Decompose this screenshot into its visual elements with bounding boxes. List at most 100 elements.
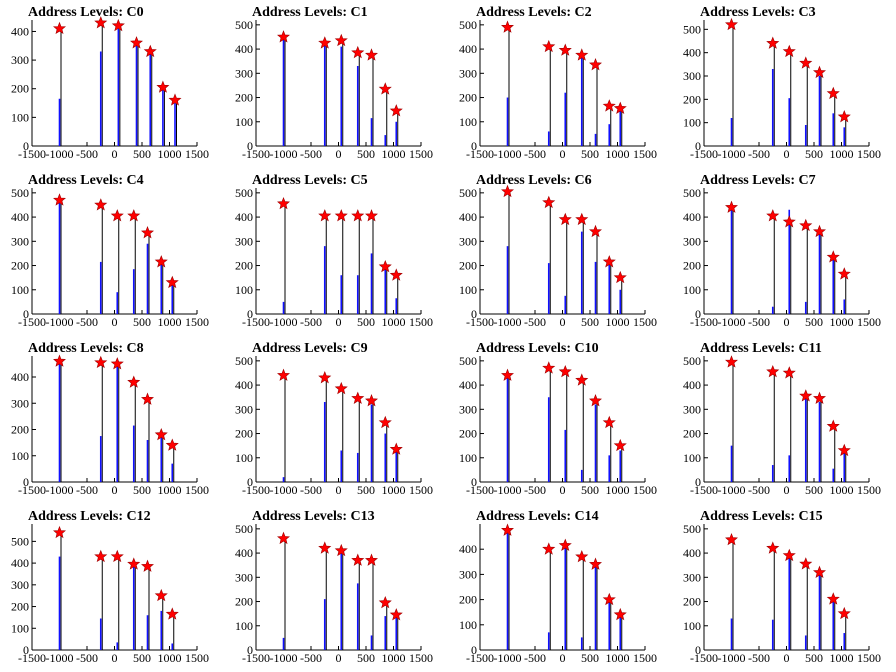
y-tick-label: 0 [23,643,29,657]
peak-marker [542,195,556,209]
x-tick-label: 1000 [830,651,854,665]
peak-marker [725,355,738,368]
chart-panel-c0: Address Levels: C0 0 100 200 300 400 -1500 -100… [11,5,209,161]
x-tick-label: 1500 [409,651,433,665]
peak-marker [813,224,826,238]
x-tick-label: 1000 [382,315,406,329]
chart-panel-c12: Address Levels: C12 0 100 200 300 400 500 -1500… [11,509,209,665]
x-tick-label: -1000 [46,483,74,497]
x-tick-label: 1500 [185,147,209,161]
peak-marker [613,438,627,452]
peak-marker [154,255,168,268]
x-tick-label: 1500 [409,483,433,497]
y-tick-label: 400 [11,556,29,570]
x-tick-label: -1000 [718,651,746,665]
y-tick-label: 500 [683,22,701,36]
x-tick-label: -1000 [494,483,522,497]
x-tick-label: 500 [805,315,823,329]
x-tick-label: 0 [784,147,790,161]
y-tick-label: 500 [683,354,701,368]
x-tick-label: 0 [336,147,342,161]
peak-marker [318,541,332,554]
y-tick-label: 200 [459,259,477,273]
y-tick-label: 0 [471,307,477,321]
chart-panel-c9: Address Levels: C90100200300400500-1500-… [235,341,433,497]
x-tick-label: -1000 [46,315,74,329]
x-tick-label: 1500 [185,483,209,497]
y-tick-label: 0 [23,307,29,321]
chart-panel-c1: Address Levels: C10100200300400500-1500-… [235,5,433,161]
chart-panel-c10: Address Levels: C10 0 100 200 300 400 500 -1500… [459,341,657,497]
x-tick-label: 0 [560,651,566,665]
y-tick-label: 100 [459,115,477,129]
peak-marker [602,99,616,112]
peak-marker [127,557,141,570]
x-tick-label: 500 [357,315,375,329]
peak-marker [501,523,514,536]
peak-marker [613,270,627,284]
x-tick-label: 1500 [857,483,881,497]
y-tick-label: 300 [235,402,253,416]
x-tick-label: 1000 [606,147,630,161]
x-tick-label: -1500 [18,147,46,161]
y-tick-label: 200 [11,423,29,437]
y-tick-label: 100 [459,618,477,632]
y-tick-label: 400 [683,210,701,224]
chart-title: Address Levels: C12 [28,509,151,524]
y-tick-label: 300 [459,234,477,248]
peak-marker [110,357,124,370]
peak-marker [365,209,378,222]
x-tick-label: 1000 [382,483,406,497]
peak-marker [837,606,851,620]
peak-marker [141,225,154,239]
peak-marker [725,17,738,31]
peak-marker [277,531,290,545]
peak-marker [602,255,616,268]
peak-marker [154,588,168,602]
peak-marker [813,65,826,79]
peak-marker [558,538,572,551]
x-tick-label: 0 [784,315,790,329]
y-tick-label: 0 [471,475,477,489]
x-tick-label: -1000 [718,483,746,497]
x-tick-label: -500 [748,651,770,665]
x-tick-label: 1000 [382,147,406,161]
x-tick-label: -1000 [494,315,522,329]
peak-marker [53,525,66,539]
y-tick-label: 100 [459,283,477,297]
y-tick-label: 300 [235,234,253,248]
x-tick-label: 1000 [158,315,182,329]
y-tick-label: 200 [11,82,29,96]
x-tick-label: -1500 [18,651,46,665]
chart-title: Address Levels: C6 [476,173,592,188]
x-tick-label: 1000 [830,147,854,161]
x-tick-label: -500 [524,483,546,497]
peak-marker [389,608,403,621]
y-tick-label: 500 [459,354,477,368]
x-tick-label: 1000 [606,315,630,329]
x-tick-label: -1500 [466,651,494,665]
x-tick-label: -500 [76,315,98,329]
x-tick-label: 1500 [185,315,209,329]
y-tick-label: 0 [247,475,253,489]
y-tick-label: 400 [235,42,253,56]
y-tick-label: 400 [235,210,253,224]
x-tick-label: 1000 [382,651,406,665]
x-tick-label: -1000 [270,651,298,665]
peak-marker [351,209,365,222]
y-tick-label: 300 [683,69,701,83]
y-tick-label: 200 [235,595,253,609]
peak-marker [766,36,780,49]
peak-marker [365,393,378,407]
y-tick-label: 500 [235,354,253,368]
peak-marker [799,557,813,570]
y-tick-label: 200 [235,259,253,273]
x-tick-label: -1500 [18,315,46,329]
peak-marker [602,592,616,606]
peak-marker [53,193,66,206]
peak-marker [351,553,365,566]
peak-marker [365,553,378,566]
x-tick-label: -500 [300,147,322,161]
chart-panel-c2: Address Levels: C20100200300400500-1500-… [459,5,657,161]
peak-marker [94,16,108,29]
